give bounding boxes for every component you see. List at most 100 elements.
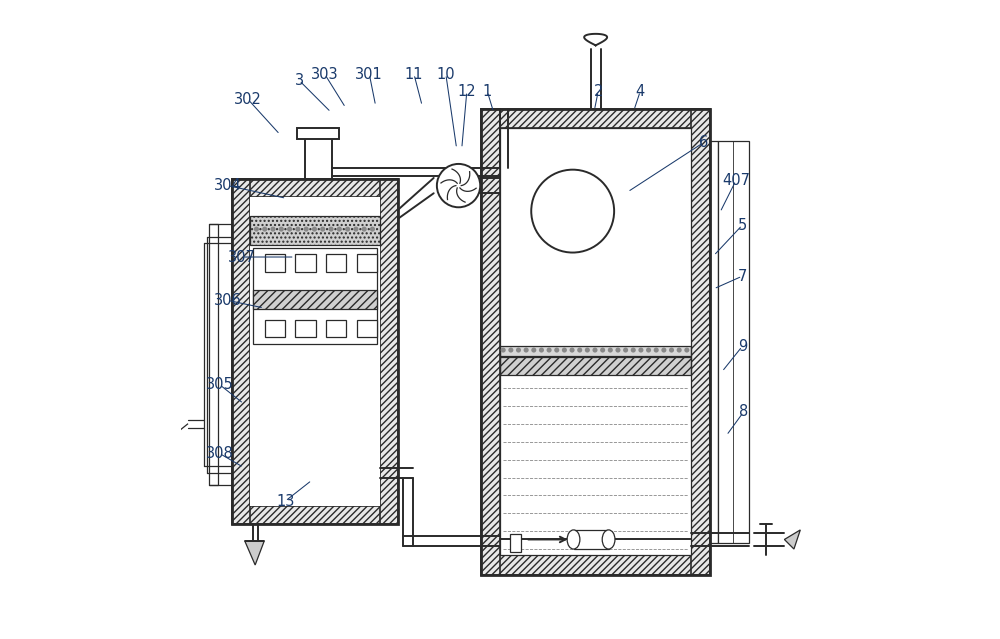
Bar — [253, 248, 377, 344]
Bar — [481, 109, 500, 574]
Bar — [250, 197, 380, 505]
Bar — [232, 179, 250, 523]
Circle shape — [370, 227, 375, 232]
Circle shape — [631, 348, 636, 353]
Text: 308: 308 — [206, 446, 233, 461]
Circle shape — [531, 348, 536, 353]
Text: 305: 305 — [206, 377, 233, 392]
Text: 9: 9 — [738, 339, 747, 354]
Circle shape — [270, 227, 276, 232]
Circle shape — [501, 348, 506, 353]
Bar — [481, 109, 710, 574]
Bar — [691, 109, 710, 574]
Circle shape — [654, 348, 659, 353]
Bar — [500, 357, 691, 375]
Bar — [481, 109, 710, 128]
Circle shape — [669, 348, 674, 353]
Bar — [574, 530, 609, 549]
Bar — [326, 320, 346, 337]
Circle shape — [585, 348, 590, 353]
Bar — [500, 128, 691, 555]
Bar — [481, 555, 710, 574]
Bar — [305, 132, 332, 179]
Circle shape — [600, 348, 605, 353]
Circle shape — [554, 348, 559, 353]
Bar — [250, 216, 380, 245]
Circle shape — [577, 348, 582, 353]
Bar — [232, 179, 398, 197]
Polygon shape — [784, 530, 800, 549]
Circle shape — [279, 227, 284, 232]
Circle shape — [337, 227, 342, 232]
Circle shape — [562, 348, 567, 353]
Circle shape — [437, 164, 480, 207]
Text: 7: 7 — [738, 268, 747, 284]
Text: 302: 302 — [234, 92, 262, 107]
Circle shape — [539, 348, 544, 353]
Circle shape — [320, 227, 325, 232]
Circle shape — [615, 348, 621, 353]
Circle shape — [362, 227, 367, 232]
Circle shape — [661, 348, 666, 353]
Text: 407: 407 — [722, 173, 750, 188]
Bar — [232, 505, 398, 523]
Bar — [297, 128, 339, 139]
Text: 11: 11 — [405, 66, 423, 82]
Circle shape — [623, 348, 628, 353]
Bar — [253, 289, 377, 309]
Circle shape — [592, 348, 598, 353]
Circle shape — [684, 348, 689, 353]
Circle shape — [254, 227, 259, 232]
Text: 6: 6 — [699, 135, 709, 150]
Circle shape — [646, 348, 651, 353]
Ellipse shape — [567, 530, 580, 549]
Polygon shape — [245, 541, 264, 565]
Bar — [232, 179, 398, 523]
Circle shape — [508, 348, 513, 353]
Circle shape — [262, 227, 267, 232]
Text: 13: 13 — [276, 494, 294, 509]
Bar — [209, 224, 218, 485]
Text: 307: 307 — [228, 249, 256, 265]
Text: 5: 5 — [738, 218, 747, 233]
Text: 4: 4 — [636, 84, 645, 99]
Bar — [295, 320, 316, 337]
Circle shape — [569, 348, 575, 353]
Circle shape — [304, 227, 309, 232]
Bar — [718, 141, 749, 543]
Bar — [326, 254, 346, 272]
Bar — [357, 320, 377, 337]
Bar — [380, 179, 398, 523]
Text: 10: 10 — [436, 66, 455, 82]
Circle shape — [547, 348, 552, 353]
Ellipse shape — [602, 530, 615, 549]
Text: 301: 301 — [355, 66, 383, 82]
Text: 2: 2 — [594, 84, 603, 99]
Bar — [500, 128, 691, 555]
Bar — [295, 254, 316, 272]
Text: 1: 1 — [483, 84, 492, 99]
Circle shape — [328, 227, 334, 232]
Bar — [357, 254, 377, 272]
Circle shape — [353, 227, 358, 232]
Circle shape — [312, 227, 317, 232]
Text: 303: 303 — [311, 66, 338, 82]
Bar — [710, 141, 718, 543]
Circle shape — [516, 348, 521, 353]
Circle shape — [345, 227, 350, 232]
Circle shape — [295, 227, 300, 232]
Text: 12: 12 — [458, 84, 476, 99]
Bar — [510, 534, 521, 552]
Circle shape — [638, 348, 643, 353]
Text: 3: 3 — [295, 73, 304, 88]
Circle shape — [677, 348, 682, 353]
Bar — [265, 320, 285, 337]
Text: 304: 304 — [214, 178, 242, 193]
Circle shape — [524, 348, 529, 353]
Bar — [500, 346, 691, 356]
Text: 306: 306 — [214, 293, 242, 308]
Text: 8: 8 — [739, 404, 748, 419]
Bar — [265, 254, 285, 272]
Circle shape — [608, 348, 613, 353]
Circle shape — [287, 227, 292, 232]
